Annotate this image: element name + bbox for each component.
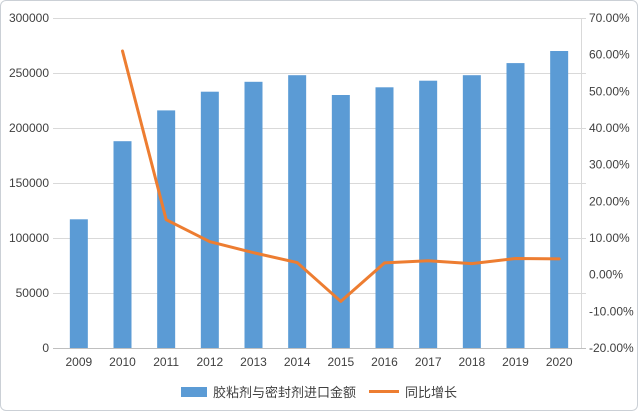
x-axis-tick-label: 2013 [240,355,267,369]
x-axis-tick-label: 2014 [284,355,311,369]
right-axis-tick-label: -20.00% [589,341,634,355]
right-axis-tick-label: 20.00% [589,194,630,208]
left-axis-tick-label: 150000 [9,176,49,190]
x-axis-tick-label: 2016 [371,355,398,369]
right-axis-tick-label: 60.00% [589,48,630,62]
legend-label-import-amount: 胶粘剂与密封剂进口金额 [212,385,356,400]
bar-2010 [113,141,132,348]
right-axis-tick-label: 70.00% [589,11,630,25]
bar-2018 [462,75,481,348]
left-axis-tick-label: 300000 [9,11,49,25]
x-axis-tick-label: 2012 [196,355,223,369]
legend: 胶粘剂与密封剂进口金额 同比增长 [1,382,637,401]
bar-2013 [244,81,263,349]
x-axis-tick-label: 2017 [415,355,442,369]
x-axis-tick-label: 2009 [65,355,92,369]
legend-item-yoy-growth: 同比增长 [369,382,457,401]
bar-2009 [69,219,88,348]
yoy-growth-line [121,49,561,303]
x-axis-tick-label: 2010 [109,355,136,369]
left-axis-tick-label: 50000 [16,286,50,300]
left-axis-tick-label: 200000 [9,121,49,135]
left-axis-tick-label: 250000 [9,66,49,80]
left-axis-tick-label: 100000 [9,231,49,245]
x-axis-tick-label: 2019 [502,355,529,369]
left-axis-tick-label: 0 [42,341,49,355]
right-axis-tick-label: 50.00% [589,84,630,98]
x-axis-tick-label: 2020 [546,355,573,369]
x-axis-tick-label: 2011 [153,355,179,369]
right-axis-tick-label: 10.00% [589,231,630,245]
legend-item-import-amount: 胶粘剂与密封剂进口金额 [180,382,356,401]
line-series-swatch-icon [369,390,399,393]
right-axis-tick-label: -10.00% [589,304,634,318]
bar-2016 [375,87,394,349]
right-axis-tick-label: 0.00% [589,268,623,282]
bar-2014 [288,75,307,348]
legend-label-yoy-growth: 同比增长 [405,385,458,400]
right-axis-tick-label: 40.00% [589,121,630,135]
bar-2017 [419,80,438,348]
x-axis-tick-label: 2015 [327,355,354,369]
bar-2011 [157,110,176,349]
bar-2015 [331,95,350,348]
bar-2012 [200,91,219,348]
right-axis-tick-label: 30.00% [589,158,630,172]
bar-2019 [506,63,525,348]
x-axis-tick-label: 2018 [458,355,485,369]
bar-series-swatch-icon [180,386,207,397]
bar-2020 [550,51,569,348]
